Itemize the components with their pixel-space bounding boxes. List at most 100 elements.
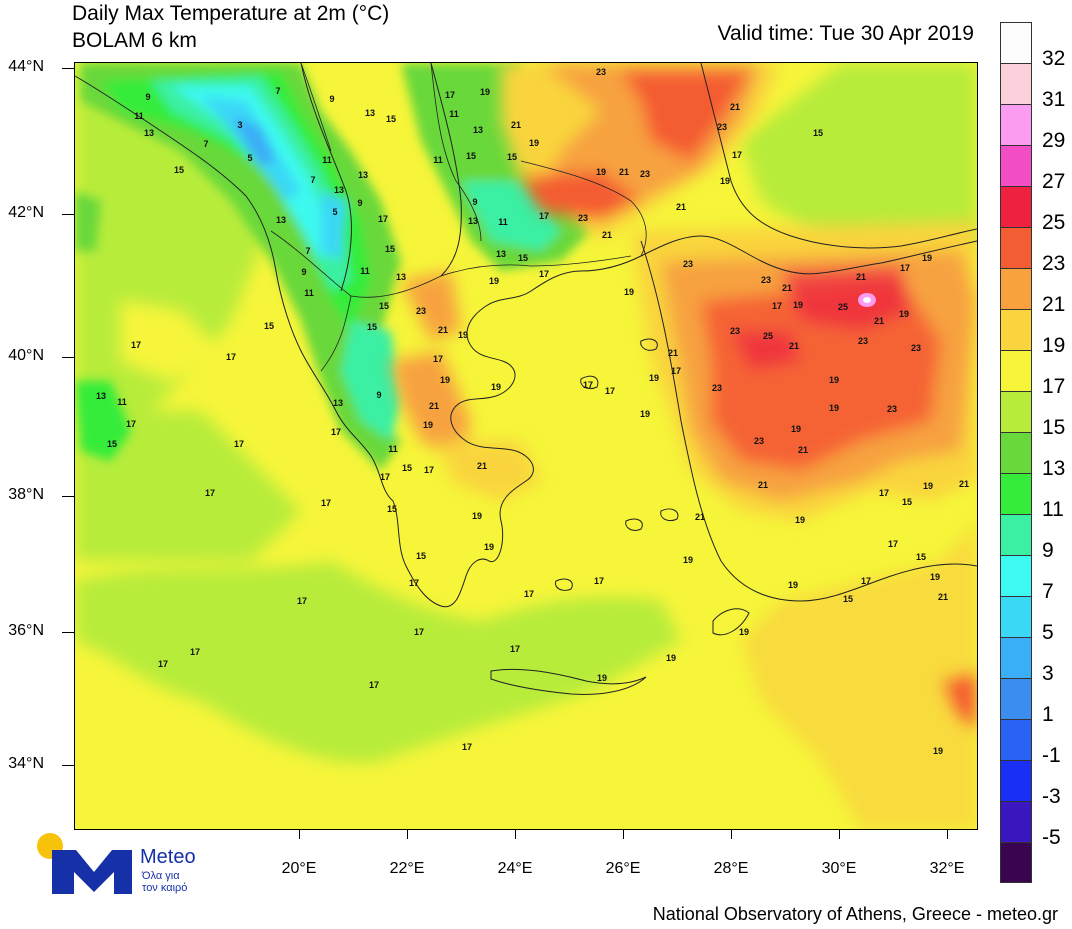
- temperature-value-label: 19: [458, 330, 468, 340]
- temperature-value-label: 17: [321, 498, 331, 508]
- temperature-value-label: 11: [117, 397, 127, 407]
- chart-title: Daily Max Temperature at 2m (°C) BOLAM 6…: [72, 0, 389, 54]
- field-7-pindus: [321, 191, 346, 261]
- temperature-value-label: 19: [423, 420, 433, 430]
- colorbar-swatch: [1000, 801, 1032, 842]
- temperature-value-label: 19: [720, 176, 730, 186]
- field-25-thrace: [521, 171, 641, 221]
- lat-label-38: 38°N: [8, 486, 44, 503]
- temperature-value-label: 19: [624, 287, 634, 297]
- title-line-2: BOLAM 6 km: [72, 29, 197, 52]
- temperature-value-label: 17: [445, 90, 455, 100]
- temperature-value-label: 17: [131, 340, 141, 350]
- colorbar-swatch: [1000, 227, 1032, 268]
- field-13: [101, 71, 371, 331]
- temperature-value-label: 9: [376, 390, 381, 400]
- lat-label-36: 36°N: [8, 622, 44, 639]
- colorbar-label: 13: [1042, 457, 1066, 480]
- colorbar-label: 17: [1042, 375, 1066, 398]
- temperature-value-label: 17: [671, 366, 681, 376]
- temperature-value-label: 19: [484, 542, 494, 552]
- logo-name: Meteo: [140, 846, 196, 868]
- temperature-value-label: 23: [911, 343, 921, 353]
- temperature-value-label: 13: [468, 216, 478, 226]
- temperature-value-label: 21: [856, 272, 866, 282]
- temperature-value-label: 17: [462, 742, 472, 752]
- lon-tick: [299, 829, 300, 839]
- temperature-value-label: 17: [234, 439, 244, 449]
- temperature-value-label: 19: [683, 555, 693, 565]
- field-21-attica: [441, 441, 541, 501]
- field-15-adriatic: [75, 191, 101, 251]
- temperature-value-label: 19: [793, 300, 803, 310]
- temperature-value-label: 15: [174, 165, 184, 175]
- temperature-value-label: 19: [480, 87, 490, 97]
- temperature-value-label: 21: [511, 120, 521, 130]
- temperature-value-label: 15: [264, 321, 274, 331]
- temperature-value-label: 19: [666, 653, 676, 663]
- temperature-value-label: 11: [134, 111, 144, 121]
- temperature-value-label: 7: [305, 246, 310, 256]
- colorbar-label: 32: [1042, 47, 1066, 70]
- field-19-ionian: [121, 301, 221, 381]
- field-21-southeast: [741, 521, 977, 829]
- field-27-inland: [731, 331, 801, 371]
- temperature-value-label: 15: [386, 114, 396, 124]
- field-23-greece: [391, 351, 471, 461]
- temperature-value-label: 19: [899, 309, 909, 319]
- temperature-value-label: 15: [466, 151, 476, 161]
- temperature-colorbar: [1000, 22, 1032, 883]
- lat-label-40: 40°N: [8, 347, 44, 364]
- lon-label-28: 28°E: [713, 860, 749, 877]
- temperature-value-label: 9: [301, 267, 306, 277]
- colorbar-label: 7: [1042, 580, 1054, 603]
- colorbar-swatch: [1000, 309, 1032, 350]
- lon-tick: [515, 829, 516, 839]
- temperature-value-label: 11: [304, 288, 314, 298]
- temperature-value-label: 23: [858, 336, 868, 346]
- temperature-value-label: 15: [416, 551, 426, 561]
- colorbar-swatch: [1000, 104, 1032, 145]
- temperature-value-label: 17: [158, 659, 168, 669]
- temperature-value-label: 21: [668, 348, 678, 358]
- colorbar-label: -5: [1042, 826, 1061, 849]
- lat-tick: [62, 632, 74, 633]
- colorbar-label: 1: [1042, 703, 1054, 726]
- colorbar-swatch: [1000, 391, 1032, 432]
- temperature-value-label: 19: [597, 673, 607, 683]
- colorbar-label: 11: [1042, 498, 1064, 521]
- colorbar-swatch: [1000, 473, 1032, 514]
- field-27-marmara: [781, 266, 911, 331]
- colorbar-label: -1: [1042, 744, 1061, 767]
- temperature-value-label: 17: [380, 472, 390, 482]
- temperature-value-label: 13: [144, 128, 154, 138]
- temperature-map[interactable]: 23 9 7 9 17 19 11 3 13 15 11 21 13 13 21 23 15 7 19 5 11 11 15…: [74, 62, 978, 830]
- lat-tick: [62, 496, 74, 497]
- valid-time: Valid time: Tue 30 Apr 2019: [717, 22, 974, 45]
- lon-tick: [947, 829, 948, 839]
- temperature-value-label: 11: [433, 155, 443, 165]
- temperature-value-label: 17: [331, 427, 341, 437]
- temperature-value-label: 21: [695, 512, 705, 522]
- colorbar-label: 15: [1042, 416, 1066, 439]
- temperature-value-label: 17: [424, 465, 434, 475]
- lon-label-30: 30°E: [821, 860, 857, 877]
- temperature-value-label: 21: [602, 230, 612, 240]
- temperature-value-label: 17: [888, 539, 898, 549]
- lat-label-44: 44°N: [8, 58, 44, 75]
- temperature-value-label: 19: [930, 572, 940, 582]
- temperature-value-label: 17: [732, 150, 742, 160]
- temperature-value-label: 15: [916, 552, 926, 562]
- temperature-value-label: 23: [761, 275, 771, 285]
- field-25-coast: [941, 671, 977, 731]
- temperature-value-label: 21: [789, 341, 799, 351]
- temperature-value-label: 9: [329, 94, 334, 104]
- temperature-value-label: 15: [107, 439, 117, 449]
- colorbar-label: 19: [1042, 334, 1066, 357]
- lat-label-34: 34°N: [8, 755, 44, 772]
- temperature-value-label: 9: [357, 198, 362, 208]
- temperature-value-label: 15: [379, 301, 389, 311]
- temperature-value-label: 17: [879, 488, 889, 498]
